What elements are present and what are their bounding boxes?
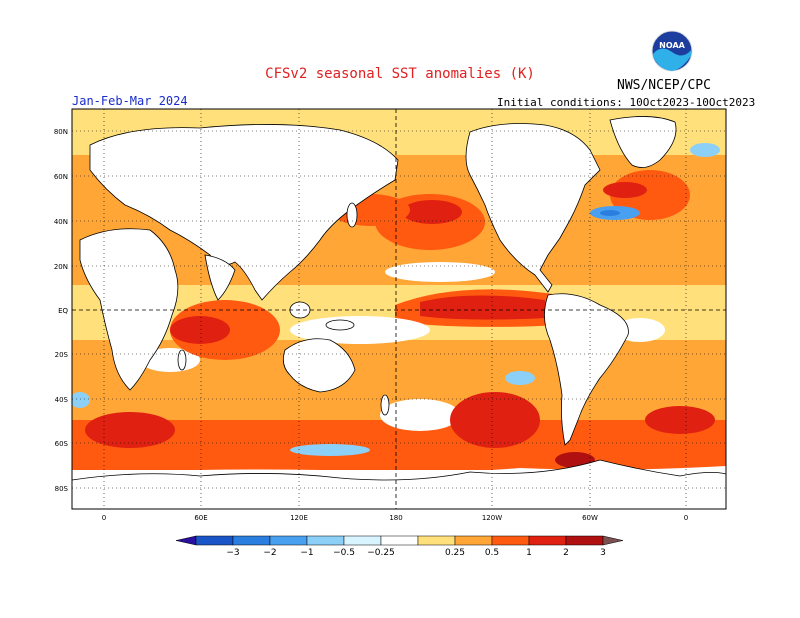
antarctica bbox=[72, 459, 726, 509]
lat-label: 60N bbox=[54, 173, 68, 181]
colorbar-tick-label: 0.5 bbox=[485, 548, 499, 558]
colorbar-tick-label: −0.25 bbox=[367, 548, 395, 558]
colorbar-tick-label: 1 bbox=[526, 548, 532, 558]
map-frame bbox=[71, 108, 727, 510]
colorbar-swatch bbox=[491, 535, 530, 546]
colorbar-tick-label: −1 bbox=[300, 548, 313, 558]
lat-label: EQ bbox=[58, 307, 68, 315]
lat-label: 40N bbox=[54, 218, 68, 226]
initial-conditions-label: Initial conditions: 10Oct2023-10Oct2023 bbox=[497, 96, 756, 109]
australia bbox=[282, 338, 356, 393]
lat-axis: 80N 60N 40N 20N EQ 20S 40S 60S 80S bbox=[54, 128, 69, 493]
colorbar-swatch bbox=[195, 535, 234, 546]
colorbar-swatch bbox=[454, 535, 493, 546]
greenland bbox=[609, 116, 677, 168]
lon-label: 60W bbox=[582, 514, 598, 522]
agency-label: NWS/NCEP/CPC bbox=[617, 78, 711, 93]
lat-label: 20S bbox=[55, 351, 69, 359]
lon-label: 180 bbox=[389, 514, 402, 522]
colorbar-swatch bbox=[528, 535, 567, 546]
colorbar-swatch bbox=[417, 535, 456, 546]
colorbar-swatch bbox=[269, 535, 308, 546]
lon-axis: 0 60E 120E 180 120W 60W 0 bbox=[102, 514, 688, 522]
lon-label: 60E bbox=[194, 514, 207, 522]
lon-label: 120E bbox=[290, 514, 308, 522]
noaa-logo-text: NOAA bbox=[659, 41, 685, 50]
north-america bbox=[465, 123, 601, 293]
lat-label: 80N bbox=[54, 128, 68, 136]
lat-label: 60S bbox=[55, 440, 69, 448]
lat-label: 80S bbox=[55, 485, 69, 493]
lon-label: 0 bbox=[102, 514, 106, 522]
noaa-logo: NOAA bbox=[651, 30, 693, 72]
colorbar-tick-label: −2 bbox=[263, 548, 276, 558]
colorbar-tick-label: −3 bbox=[226, 548, 239, 558]
colorbar-swatch bbox=[565, 535, 604, 546]
lon-label: 120W bbox=[482, 514, 502, 522]
lat-label: 20N bbox=[54, 263, 68, 271]
map-panel bbox=[72, 109, 726, 509]
south-america bbox=[544, 293, 629, 446]
colorbar-swatch bbox=[343, 535, 382, 546]
colorbar-tick-label: −0.5 bbox=[333, 548, 355, 558]
lat-label: 40S bbox=[55, 396, 69, 404]
madagascar bbox=[177, 349, 187, 371]
colorbar-arrow-high bbox=[602, 535, 624, 546]
colorbar: −3 −2 −1 −0.5 −0.25 0.25 0.5 1 2 3 bbox=[175, 535, 624, 558]
colorbar-swatch bbox=[380, 535, 419, 546]
africa bbox=[79, 228, 179, 391]
colorbar-swatch bbox=[232, 535, 271, 546]
japan bbox=[346, 202, 358, 228]
new-guinea bbox=[325, 319, 355, 331]
season-label: Jan-Feb-Mar 2024 bbox=[72, 94, 188, 108]
chart-title: CFSv2 seasonal SST anomalies (K) bbox=[265, 66, 535, 82]
eurasia bbox=[89, 124, 399, 301]
colorbar-tick-label: 0.25 bbox=[445, 548, 465, 558]
colorbar-arrow-low bbox=[175, 535, 197, 546]
colorbar-tick-label: 3 bbox=[600, 548, 606, 558]
colorbar-swatch bbox=[306, 535, 345, 546]
colorbar-tick-label: 2 bbox=[563, 548, 569, 558]
lon-label: 0 bbox=[684, 514, 688, 522]
new-zealand bbox=[380, 394, 390, 416]
